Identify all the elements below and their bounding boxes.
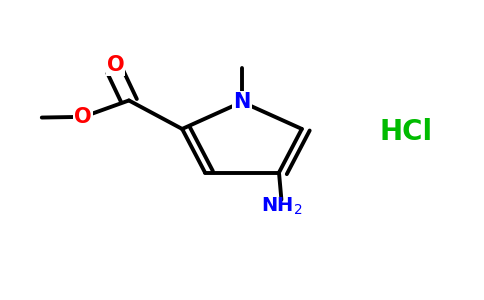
Text: N: N [233,92,251,112]
Text: NH$_2$: NH$_2$ [260,196,302,217]
Text: HCl: HCl [380,118,433,146]
Text: O: O [74,107,92,127]
Text: O: O [106,55,124,75]
